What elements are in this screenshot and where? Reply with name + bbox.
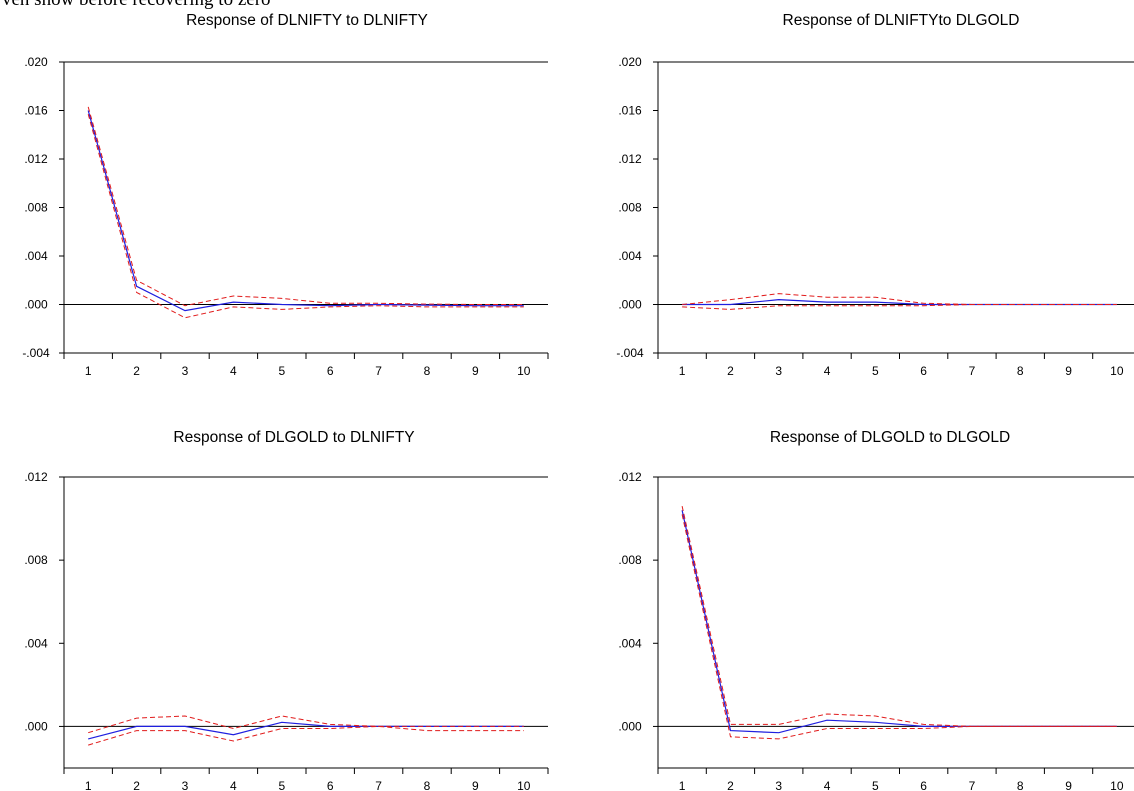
lower-band-line xyxy=(88,725,524,746)
x-tick-label: 4 xyxy=(824,364,831,378)
x-tick-label: 10 xyxy=(517,779,531,791)
x-tick-label: 6 xyxy=(920,779,927,791)
x-tick-label: 3 xyxy=(775,779,782,791)
response-line xyxy=(87,110,524,312)
x-tick-label: 4 xyxy=(230,364,237,378)
clipped-caption-text: ven show before recovering to zero xyxy=(2,0,271,11)
panel-title: Response of DLNIFTY to DLNIFTY xyxy=(186,12,428,29)
lower-band-line xyxy=(682,304,1117,310)
y-tick-label: .012 xyxy=(24,152,48,166)
lower-band-line xyxy=(87,113,524,319)
x-tick-label: 1 xyxy=(85,779,92,791)
x-tick-label: 7 xyxy=(375,364,382,378)
x-tick-label: 6 xyxy=(327,779,334,791)
y-tick-label: .012 xyxy=(618,152,642,166)
y-tick-label: .012 xyxy=(618,470,642,484)
y-tick-label: .004 xyxy=(618,249,642,263)
y-tick-label: .008 xyxy=(618,553,642,567)
y-tick-label: -.004 xyxy=(22,346,50,360)
x-tick-label: 6 xyxy=(920,364,927,378)
panel-gold-nifty: Response of DLGOLD to DLNIFTY .000 .004 .0… xyxy=(24,429,549,791)
x-tick-label: 1 xyxy=(679,364,686,378)
x-tick-label: 3 xyxy=(182,779,189,791)
y-tick-label: .004 xyxy=(24,636,48,650)
x-tick-label: 2 xyxy=(133,364,140,378)
y-tick-label: -.004 xyxy=(616,346,644,360)
x-tick-label: 2 xyxy=(133,779,140,791)
x-tick-label: 4 xyxy=(824,779,831,791)
x-tick-label: 8 xyxy=(424,364,431,378)
y-tick-label: .000 xyxy=(618,719,642,733)
x-tick-label: 5 xyxy=(278,779,285,791)
x-tick-label: 9 xyxy=(472,364,479,378)
y-tick-label: .012 xyxy=(24,470,48,484)
x-tick-label: 9 xyxy=(1065,364,1072,378)
y-tick-label: .004 xyxy=(24,249,48,263)
x-tick-label: 10 xyxy=(1110,779,1124,791)
x-tick-label: 2 xyxy=(727,779,734,791)
x-tick-label: 6 xyxy=(327,364,334,378)
y-tick-label: .020 xyxy=(618,55,642,69)
x-tick-label: 3 xyxy=(775,364,782,378)
x-tick-label: 7 xyxy=(969,779,976,791)
y-tick-label: .000 xyxy=(24,298,48,312)
x-tick-label: 1 xyxy=(679,779,686,791)
response-line xyxy=(681,510,1117,734)
x-tick-label: 5 xyxy=(872,364,879,378)
upper-band-line xyxy=(87,106,524,307)
panel-title: Response of DLGOLD to DLNIFTY xyxy=(173,429,414,446)
x-tick-label: 1 xyxy=(85,364,92,378)
panel-nifty-gold: Response of DLNIFTYto DLGOLD -.004 .000 .0… xyxy=(616,12,1134,378)
y-tick-label: .008 xyxy=(24,553,48,567)
panel-nifty-nifty: Response of DLNIFTY to DLNIFTY -.004 .000… xyxy=(22,12,549,378)
x-tick-label: 5 xyxy=(872,779,879,791)
y-tick-label: .008 xyxy=(618,201,642,215)
lower-band-line xyxy=(681,514,1117,740)
y-tick-label: .000 xyxy=(24,719,48,733)
upper-band-line xyxy=(681,505,1117,727)
x-tick-label: 4 xyxy=(230,779,237,791)
upper-band-line xyxy=(88,715,524,734)
x-tick-label: 7 xyxy=(375,779,382,791)
x-tick-label: 10 xyxy=(517,364,531,378)
x-tick-label: 3 xyxy=(182,364,189,378)
y-tick-label: .016 xyxy=(618,104,642,118)
x-tick-label: 7 xyxy=(969,364,976,378)
panel-title: Response of DLGOLD to DLGOLD xyxy=(770,429,1010,446)
x-tick-label: 5 xyxy=(278,364,285,378)
panel-title: Response of DLNIFTYto DLGOLD xyxy=(783,12,1020,29)
y-tick-label: .020 xyxy=(24,55,48,69)
x-tick-label: 2 xyxy=(727,364,734,378)
x-tick-label: 8 xyxy=(1017,364,1024,378)
panel-gold-gold: Response of DLGOLD to DLGOLD .000 .004 .00… xyxy=(618,429,1134,791)
x-tick-label: 9 xyxy=(472,779,479,791)
x-tick-label: 8 xyxy=(1017,779,1024,791)
y-tick-label: .008 xyxy=(24,201,48,215)
y-tick-label: .016 xyxy=(24,104,48,118)
y-tick-label: .004 xyxy=(618,636,642,650)
x-tick-label: 8 xyxy=(424,779,431,791)
x-tick-label: 10 xyxy=(1110,364,1124,378)
x-tick-label: 9 xyxy=(1065,779,1072,791)
y-tick-label: .000 xyxy=(618,298,642,312)
